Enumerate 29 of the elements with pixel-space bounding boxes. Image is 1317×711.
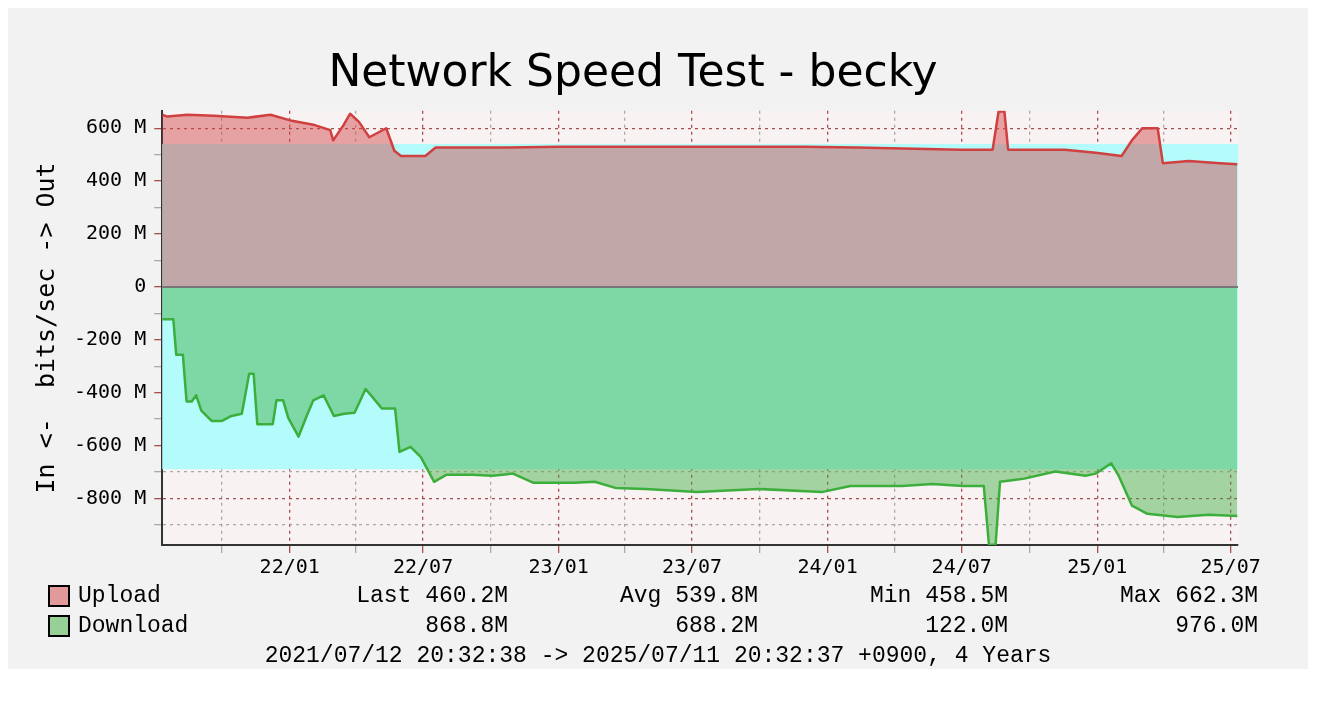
legend-label: Upload	[78, 583, 162, 609]
legend-label: Download	[78, 613, 190, 639]
text: Max 662.3M	[1118, 583, 1258, 609]
text: 688.2M	[674, 613, 758, 639]
x-tick-label: 23/07	[661, 554, 723, 579]
text: Last 460.2M	[355, 583, 508, 609]
x-tick-label: 23/01	[528, 554, 589, 579]
x-tick-label: 22/07	[392, 554, 454, 579]
y-tick-label: -800 M	[74, 484, 147, 509]
y-tick-label: -400 M	[74, 378, 147, 403]
chart-title: Network Speed Test - becky	[328, 44, 938, 96]
text: 868.8M	[424, 613, 508, 639]
y-tick-label: 400 M	[86, 167, 147, 192]
text: 976.0M	[1174, 613, 1258, 639]
x-tick-label: 25/07	[1200, 554, 1261, 579]
y-tick-label: 200 M	[86, 220, 147, 245]
x-tick-label: 22/01	[259, 554, 320, 579]
x-tick-label: 25/01	[1067, 554, 1128, 579]
x-tick-label: 24/07	[931, 554, 992, 579]
x-tick-label: 24/01	[797, 554, 858, 579]
y-tick-label: -600 M	[74, 431, 147, 456]
text: 2021/07/12 20:32:38 -> 2025/07/11 20:32:37 +0900, 4 Years	[263, 642, 1053, 669]
y-tick-label: -200 M	[74, 326, 147, 350]
text: 122.0M	[924, 613, 1008, 639]
y-tick-label: 600 M	[86, 114, 147, 139]
y-axis-title: In <- bits/sec -> Out	[30, 162, 60, 494]
text: Min 458.5M	[868, 583, 1008, 609]
y-tick-label: 0	[134, 273, 147, 298]
text: Avg 539.8M	[618, 583, 758, 609]
